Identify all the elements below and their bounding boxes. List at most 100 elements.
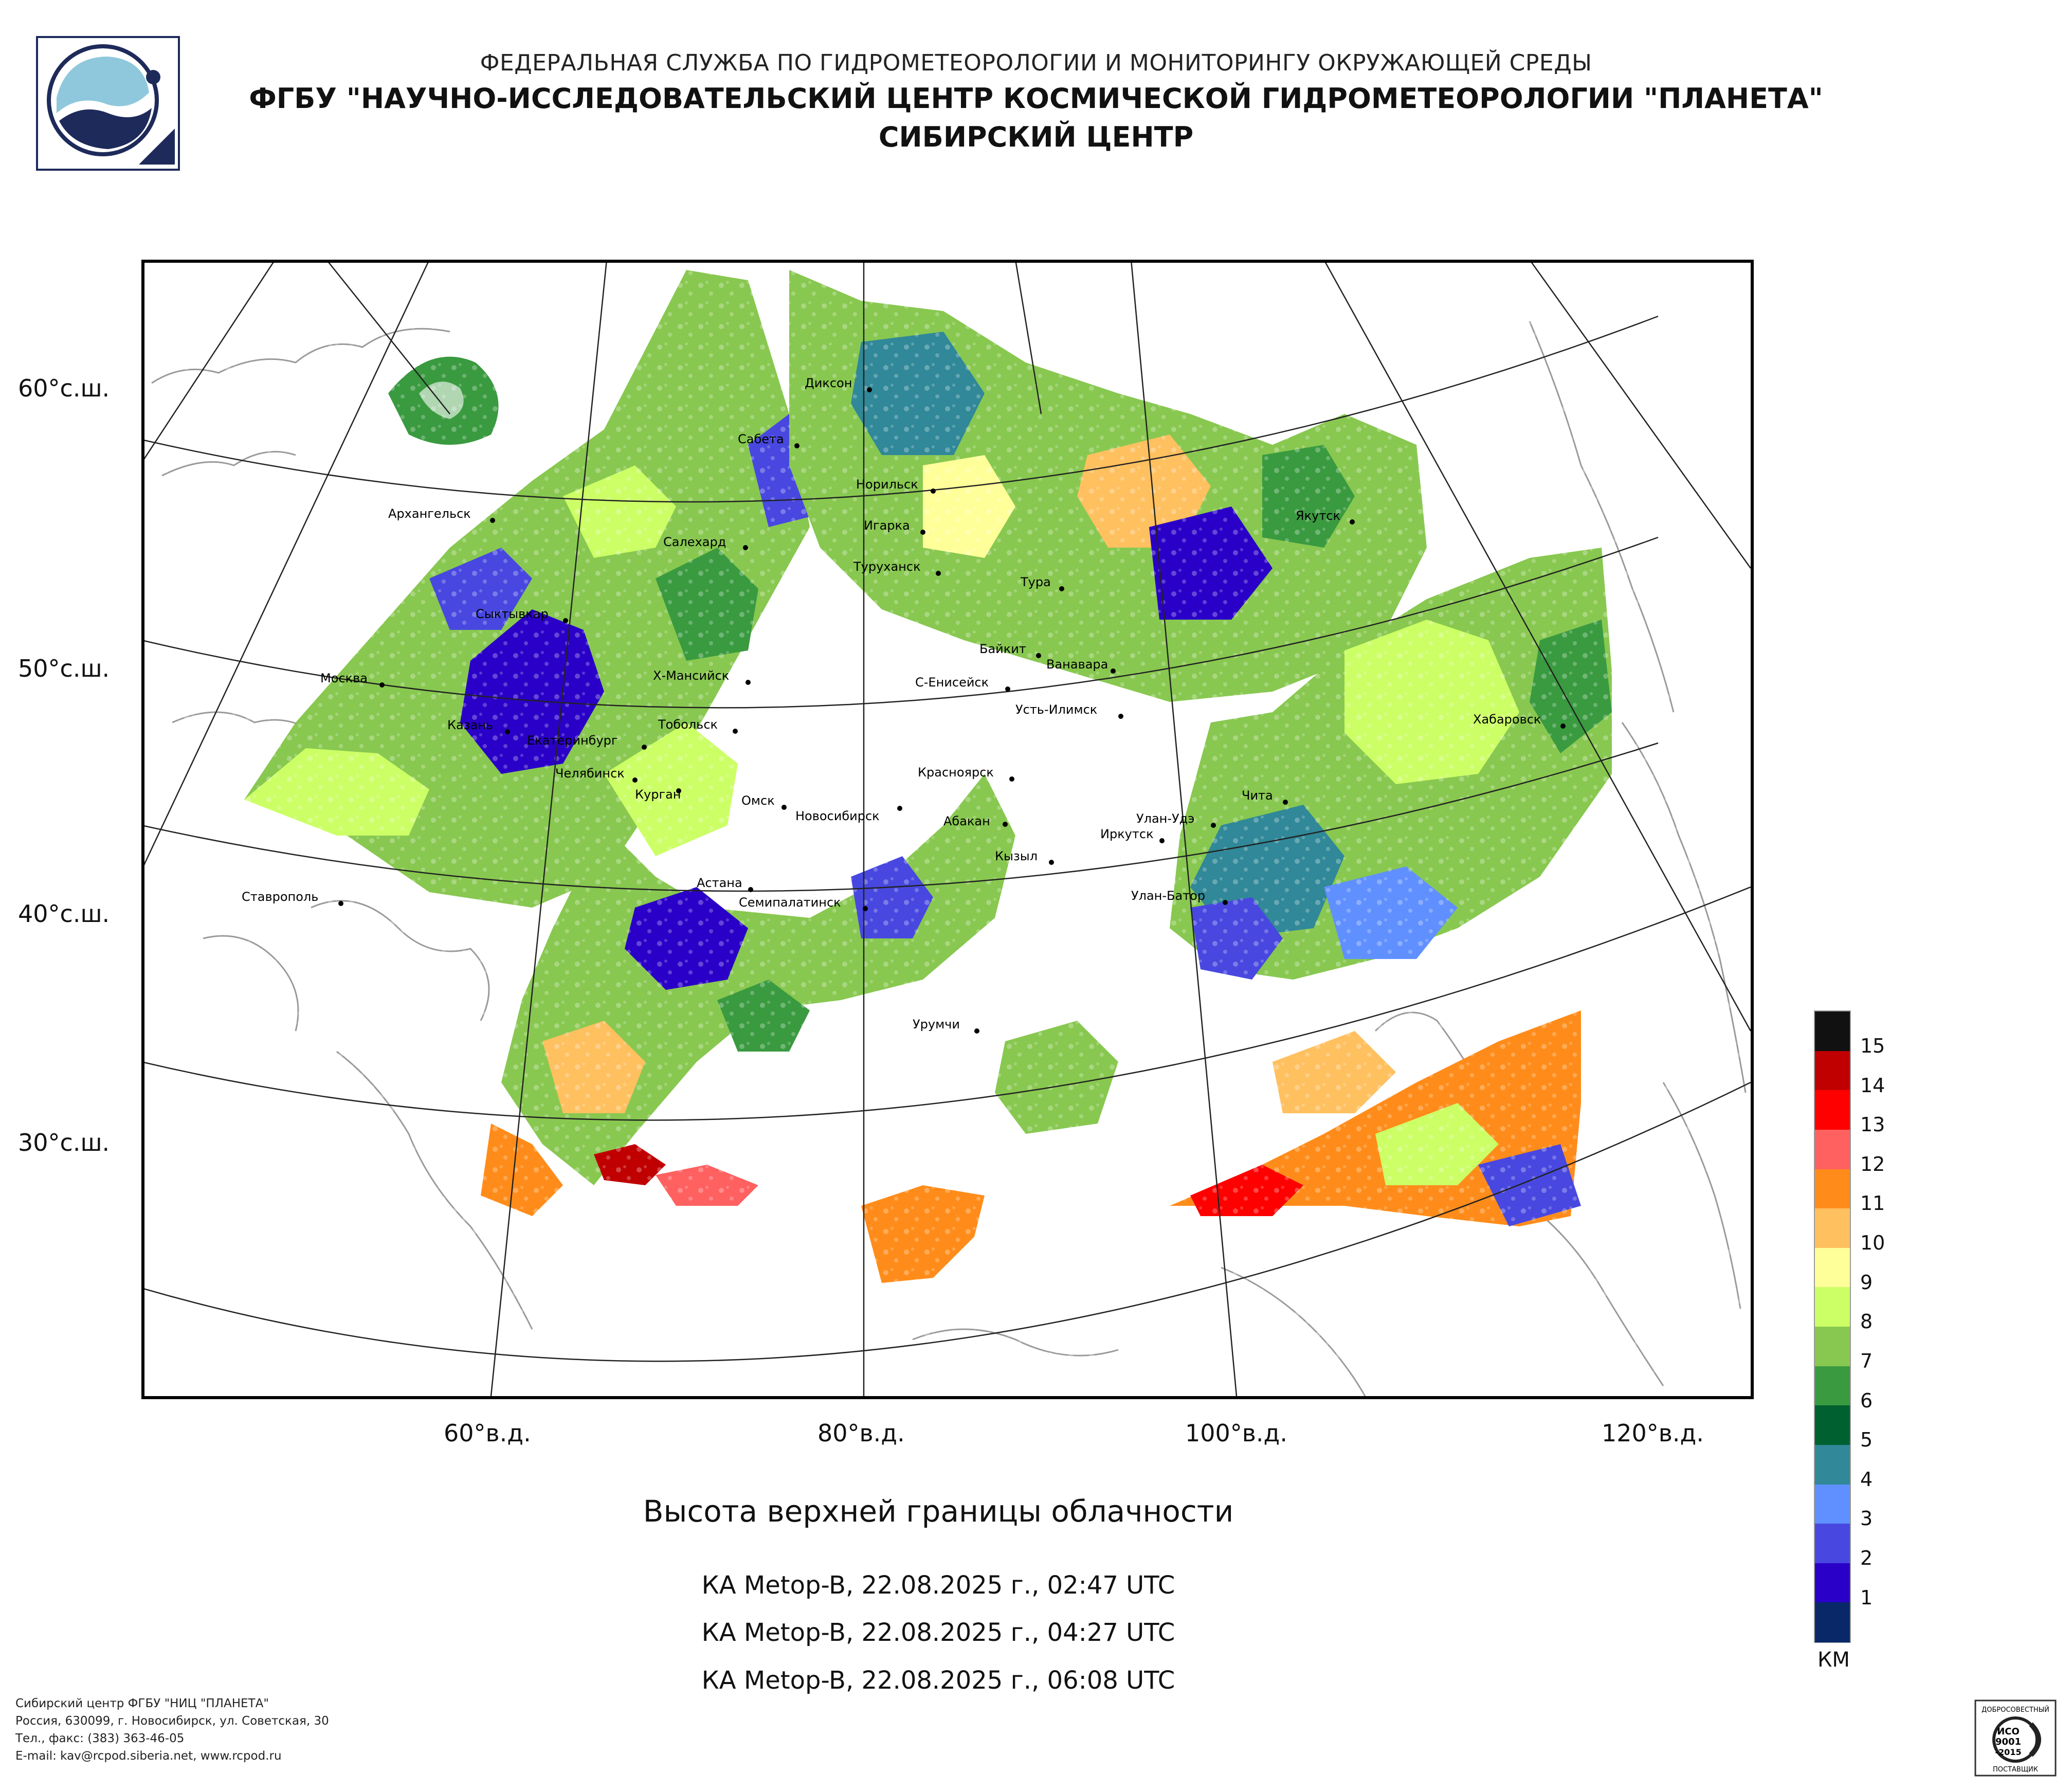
- city-urumqi: Урумчи: [913, 1017, 979, 1034]
- city-chita: Чита: [1242, 788, 1288, 805]
- height-legend: [1814, 1010, 1851, 1643]
- city-khanty-mansiysk: Х-Мансийск: [653, 668, 751, 685]
- svg-text:Москва: Москва: [320, 671, 368, 685]
- svg-text:ПОСТАВЩИК: ПОСТАВЩИК: [1993, 1766, 2038, 1774]
- footer-address: Россия, 630099, г. Новосибирск, ул. Сове…: [15, 1714, 329, 1728]
- legend-label-2: 2: [1860, 1547, 1873, 1570]
- city-khabarovsk: Хабаровск: [1473, 712, 1566, 729]
- svg-text:Челябинск: Челябинск: [555, 766, 625, 781]
- svg-text:Иркутск: Иркутск: [1100, 827, 1154, 841]
- lat-label-50: 50°с.ш.: [18, 655, 110, 682]
- city-norilsk: Норильск: [856, 477, 936, 494]
- legend-label-1: 1: [1860, 1586, 1873, 1609]
- pass-2: КА Metop-B, 22.08.2025 г., 04:27 UTC: [701, 1618, 1175, 1647]
- svg-text:Диксон: Диксон: [805, 376, 852, 390]
- header-institute: ФГБУ "НАУЧНО-ИССЛЕДОВАТЕЛЬСКИЙ ЦЕНТР КОС…: [249, 82, 1823, 115]
- legend-label-15: 15: [1860, 1034, 1885, 1057]
- city-arkhangelsk: Архангельск: [388, 506, 495, 523]
- svg-text:Тура: Тура: [1020, 575, 1051, 589]
- legend-swatch-15: [1815, 1011, 1850, 1052]
- city-syktyvkar: Сыктывкар: [476, 607, 568, 623]
- legend-swatch-8: [1815, 1287, 1850, 1327]
- city-turukhansk: Туруханск: [853, 559, 941, 576]
- iso-certificate-badge: ДОБРОСОВЕСТНЫЙ ИСО 9001 -2015 ПОСТАВЩИК: [1974, 1699, 2057, 1777]
- legend-swatch-12: [1815, 1129, 1850, 1170]
- legend-label-6: 6: [1860, 1389, 1873, 1412]
- lat-label-60: 60°с.ш.: [18, 374, 110, 402]
- lon-label-100: 100°в.д.: [1185, 1419, 1287, 1447]
- city-tura: Тура: [1020, 575, 1064, 591]
- city-vanavara: Ванавара: [1046, 657, 1116, 674]
- pass-1: КА Metop-B, 22.08.2025 г., 02:47 UTC: [701, 1571, 1175, 1600]
- legend-label-9: 9: [1860, 1271, 1873, 1294]
- legend-swatch-9: [1815, 1247, 1850, 1288]
- svg-text:Астана: Астана: [697, 876, 742, 890]
- svg-text:-2015: -2015: [1995, 1747, 2021, 1757]
- city-chelyabinsk: Челябинск: [555, 766, 638, 783]
- legend-label-13: 13: [1860, 1113, 1885, 1136]
- legend-swatch-base: [1815, 1602, 1850, 1642]
- city-ulan-ude: Улан-Удэ: [1136, 811, 1216, 828]
- legend-swatch-5: [1815, 1405, 1850, 1445]
- footer-email: E-mail: kav@rcpod.siberia.net, www.rcpod…: [15, 1749, 282, 1763]
- city-novosibirsk: Новосибирск: [795, 806, 902, 823]
- city-kurgan: Курган: [635, 787, 681, 802]
- legend-swatch-13: [1815, 1090, 1850, 1130]
- lat-label-40: 40°с.ш.: [18, 900, 110, 928]
- city-yakutsk: Якутск: [1296, 509, 1355, 524]
- legend-swatch-14: [1815, 1051, 1850, 1091]
- city-s-yeniseysk: С-Енисейск: [915, 675, 1010, 692]
- svg-text:Ставрополь: Ставрополь: [242, 890, 318, 904]
- header-agency: ФЕДЕРАЛЬНАЯ СЛУЖБА ПО ГИДРОМЕТЕОРОЛОГИИ …: [480, 50, 1592, 76]
- svg-text:Семипалатинск: Семипалатинск: [739, 895, 841, 910]
- svg-text:Казань: Казань: [447, 718, 493, 732]
- graticule: [141, 260, 1751, 1396]
- svg-text:Сабета: Сабета: [738, 432, 784, 446]
- lon-label-80: 80°в.д.: [817, 1419, 905, 1447]
- svg-text:ИСО: ИСО: [1997, 1726, 2020, 1737]
- svg-text:Байкит: Байкит: [979, 642, 1026, 656]
- city-ust-ilimsk: Усть-Илимск: [1015, 702, 1123, 719]
- lon-label-120: 120°в.д.: [1602, 1419, 1704, 1447]
- svg-text:Сыктывкар: Сыктывкар: [476, 607, 549, 621]
- svg-text:Норильск: Норильск: [856, 477, 918, 492]
- legend-swatch-11: [1815, 1169, 1850, 1209]
- svg-text:Екатеринбург: Екатеринбург: [527, 733, 617, 748]
- legend-label-10: 10: [1860, 1232, 1885, 1255]
- svg-text:С-Енисейск: С-Енисейск: [915, 675, 989, 690]
- svg-text:Чита: Чита: [1242, 788, 1273, 803]
- footer-org: Сибирский центр ФГБУ "НИЦ "ПЛАНЕТА": [15, 1697, 269, 1710]
- lon-label-60: 60°в.д.: [444, 1419, 531, 1447]
- legend-swatch-3: [1815, 1484, 1850, 1525]
- city-krasnoyarsk: Красноярск: [918, 765, 1014, 782]
- svg-text:Х-Мансийск: Х-Мансийск: [653, 668, 729, 683]
- footer-phone: Тел., факс: (383) 363-46-05: [15, 1732, 185, 1745]
- map-frame: [141, 260, 1754, 1399]
- planeta-logo: [36, 36, 180, 171]
- svg-text:Курган: Курган: [635, 787, 681, 802]
- svg-text:Красноярск: Красноярск: [918, 765, 994, 780]
- svg-text:Урумчи: Урумчи: [913, 1017, 960, 1032]
- city-baykit: Байкит: [979, 642, 1041, 658]
- svg-text:Архангельск: Архангельск: [388, 506, 471, 521]
- svg-text:ДОБРОСОВЕСТНЫЙ: ДОБРОСОВЕСТНЫЙ: [1982, 1706, 2049, 1714]
- svg-text:Улан-Удэ: Улан-Удэ: [1136, 811, 1194, 826]
- svg-text:Хабаровск: Хабаровск: [1473, 712, 1541, 727]
- legend-unit: КМ: [1817, 1648, 1850, 1672]
- legend-label-12: 12: [1860, 1152, 1885, 1175]
- svg-text:Якутск: Якутск: [1296, 509, 1340, 523]
- lat-label-30: 30°с.ш.: [18, 1129, 110, 1156]
- cloud-swaths: [141, 260, 1751, 1396]
- city-igarka: Игарка: [864, 518, 925, 535]
- svg-text:Салехард: Салехард: [663, 535, 726, 549]
- legend-label-3: 3: [1860, 1507, 1873, 1530]
- city-layer: Диксон Сабета Норильск Игарка Архангельс…: [242, 376, 1566, 1034]
- legend-swatch-2: [1815, 1524, 1850, 1564]
- legend-swatch-4: [1815, 1444, 1850, 1485]
- city-moscow: Москва: [320, 671, 385, 688]
- svg-text:Усть-Илимск: Усть-Илимск: [1015, 702, 1097, 717]
- city-ulan-bator: Улан-Батор: [1131, 889, 1228, 905]
- svg-text:Абакан: Абакан: [943, 814, 990, 828]
- legend-label-7: 7: [1860, 1349, 1873, 1372]
- city-stavropol: Ставрополь: [242, 890, 343, 906]
